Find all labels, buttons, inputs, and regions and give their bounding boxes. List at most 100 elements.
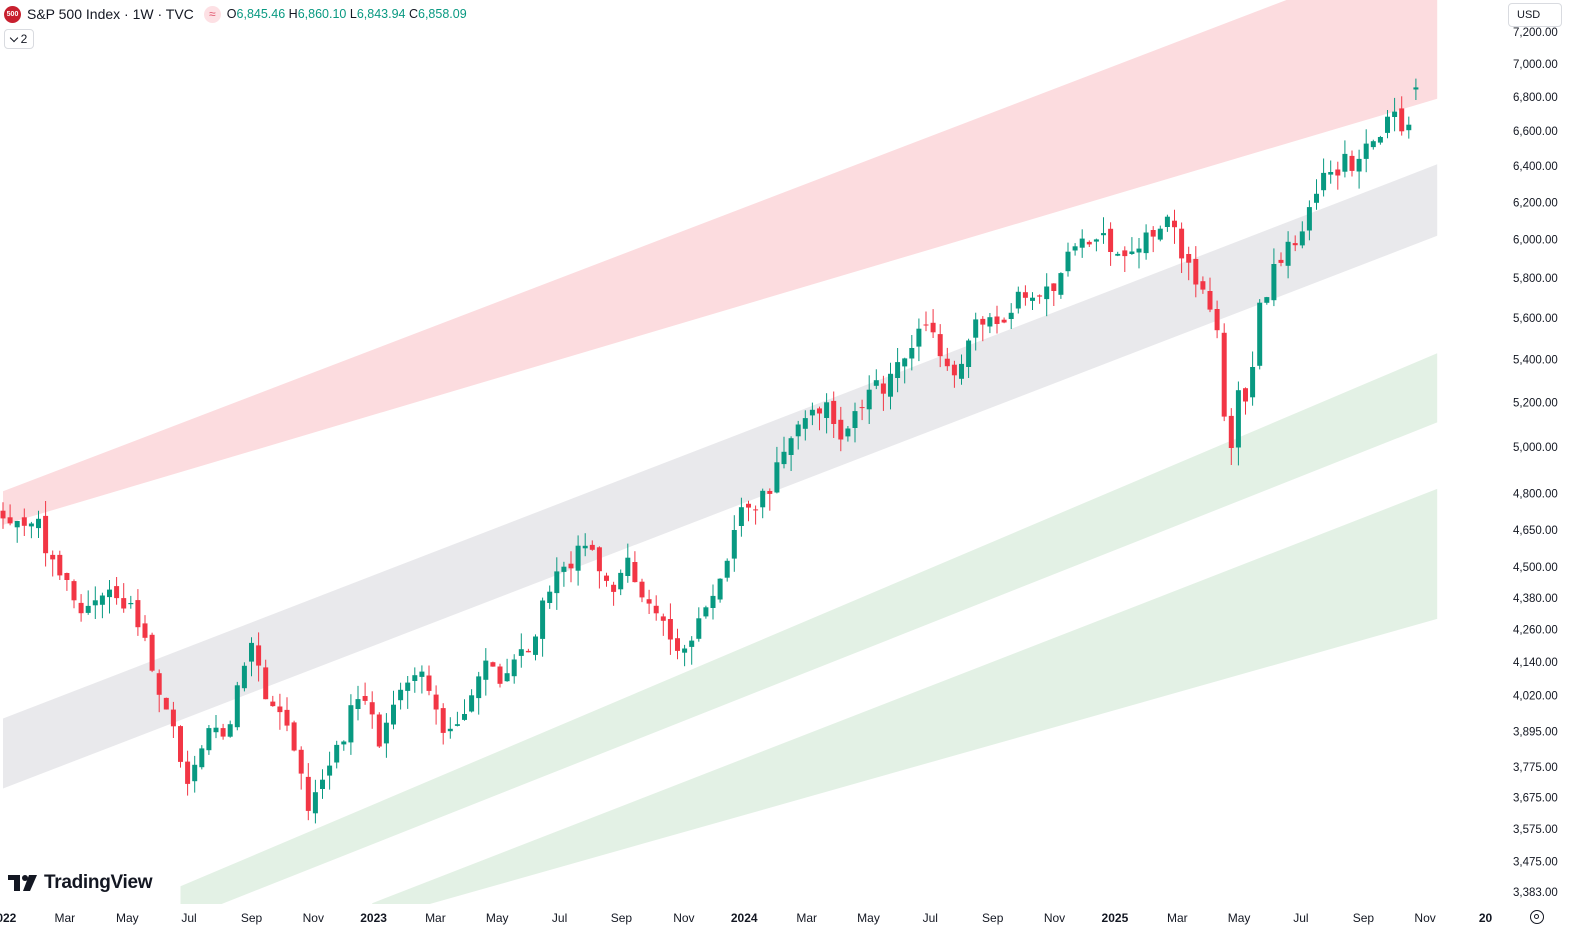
approx-icon[interactable]: ≈ bbox=[203, 5, 221, 23]
candle bbox=[433, 685, 439, 725]
candle bbox=[1037, 294, 1043, 304]
candle bbox=[746, 500, 751, 522]
candle-body bbox=[682, 648, 688, 653]
candle-body bbox=[1172, 220, 1177, 228]
time-tick-label: Jul bbox=[552, 911, 567, 925]
candle-body bbox=[618, 572, 624, 590]
candle bbox=[717, 578, 723, 603]
candle bbox=[1136, 238, 1142, 269]
candle-body bbox=[1349, 155, 1355, 171]
price-tick-label: 3,895.00 bbox=[1513, 727, 1558, 739]
candle bbox=[1072, 243, 1078, 256]
candle-body bbox=[312, 792, 318, 814]
candle-body bbox=[99, 595, 105, 605]
candle-body bbox=[277, 706, 283, 713]
candle-body bbox=[213, 727, 219, 733]
price-tick-label: 3,775.00 bbox=[1513, 762, 1558, 774]
tradingview-logo-icon bbox=[8, 875, 37, 891]
candle bbox=[1299, 221, 1305, 249]
candle-body bbox=[1086, 241, 1092, 245]
price-tick-label: 4,380.00 bbox=[1513, 593, 1558, 605]
currency-button[interactable]: USD bbox=[1508, 3, 1562, 27]
candle bbox=[632, 551, 638, 583]
candle-body bbox=[1065, 251, 1071, 272]
candle bbox=[1008, 303, 1014, 329]
candle bbox=[1079, 229, 1085, 258]
candle-body bbox=[504, 673, 510, 682]
candle-body bbox=[469, 695, 475, 712]
candle bbox=[114, 577, 120, 605]
time-axis[interactable]: 2022 Mar May Jul Sep Nov 2023 Mar May Jul Sep Nov 20… bbox=[0, 911, 1492, 925]
price-tick-label: 6,000.00 bbox=[1513, 235, 1558, 247]
candle bbox=[43, 501, 49, 567]
time-tick-label: 2024 bbox=[731, 911, 758, 925]
candle-body bbox=[930, 322, 936, 333]
candle-body bbox=[199, 748, 205, 768]
candle-body bbox=[781, 451, 787, 465]
candle-body bbox=[888, 373, 893, 397]
candle-body bbox=[703, 607, 709, 617]
candle bbox=[675, 628, 680, 660]
candle bbox=[348, 694, 354, 755]
candle-body bbox=[21, 517, 27, 526]
candle-body bbox=[376, 714, 382, 747]
candle-body bbox=[440, 708, 446, 733]
candle-body bbox=[114, 586, 120, 599]
candle-body bbox=[1022, 292, 1028, 298]
candle bbox=[142, 615, 148, 642]
candle-body bbox=[575, 545, 581, 571]
candle-body bbox=[1278, 259, 1284, 263]
candle-body bbox=[987, 317, 993, 327]
price-tick-label: 3,383.00 bbox=[1513, 887, 1558, 899]
time-tick-label: Sep bbox=[611, 911, 633, 925]
candle-body bbox=[412, 675, 418, 681]
candle-body bbox=[192, 764, 198, 782]
candle-body bbox=[980, 318, 986, 325]
candle-body bbox=[1193, 259, 1199, 285]
candle bbox=[852, 402, 858, 443]
candle bbox=[660, 613, 666, 636]
candle-body bbox=[838, 419, 844, 440]
price-axis[interactable]: 7,200.00 7,000.00 6,800.00 6,600.00 6,400.00… bbox=[1513, 27, 1558, 899]
candle bbox=[1157, 225, 1163, 242]
candle bbox=[540, 597, 546, 657]
candle bbox=[866, 375, 872, 424]
price-tick-label: 5,400.00 bbox=[1513, 355, 1558, 367]
candle bbox=[1221, 323, 1227, 422]
candle bbox=[646, 589, 652, 614]
candle bbox=[1250, 351, 1256, 406]
candle-body bbox=[320, 779, 325, 789]
candle-body bbox=[1413, 87, 1419, 90]
candle-body bbox=[724, 560, 730, 578]
low-value: 6,843.94 bbox=[356, 7, 406, 21]
candle bbox=[1335, 161, 1341, 190]
candle-body bbox=[433, 694, 439, 710]
candle bbox=[1271, 248, 1277, 307]
settings-icon[interactable] bbox=[1530, 910, 1544, 924]
candle bbox=[107, 580, 112, 614]
candle-body bbox=[951, 364, 957, 376]
candle bbox=[760, 488, 766, 519]
indicators-collapse-button[interactable]: 2 bbox=[4, 29, 34, 49]
candle bbox=[92, 586, 98, 619]
candle-body bbox=[902, 358, 908, 367]
tradingview-watermark[interactable]: TradingView bbox=[8, 872, 153, 894]
time-tick-label: May bbox=[1228, 911, 1251, 925]
symbol-title[interactable]: S&P 500 Index · 1W · TVC bbox=[27, 6, 194, 22]
candle bbox=[0, 502, 6, 529]
time-tick-label: Mar bbox=[796, 911, 817, 925]
candle bbox=[1413, 78, 1419, 100]
candle-body bbox=[1030, 297, 1035, 301]
candle bbox=[1200, 276, 1206, 294]
candle bbox=[1164, 214, 1170, 232]
candle-body bbox=[227, 724, 233, 737]
candle-body bbox=[1122, 250, 1128, 257]
candle bbox=[1051, 283, 1057, 306]
candle-body bbox=[596, 547, 602, 572]
time-tick-label: May bbox=[857, 911, 880, 925]
candle-body bbox=[589, 544, 595, 550]
candle-body bbox=[0, 510, 6, 519]
candle bbox=[568, 551, 574, 583]
candle-body bbox=[454, 724, 460, 726]
